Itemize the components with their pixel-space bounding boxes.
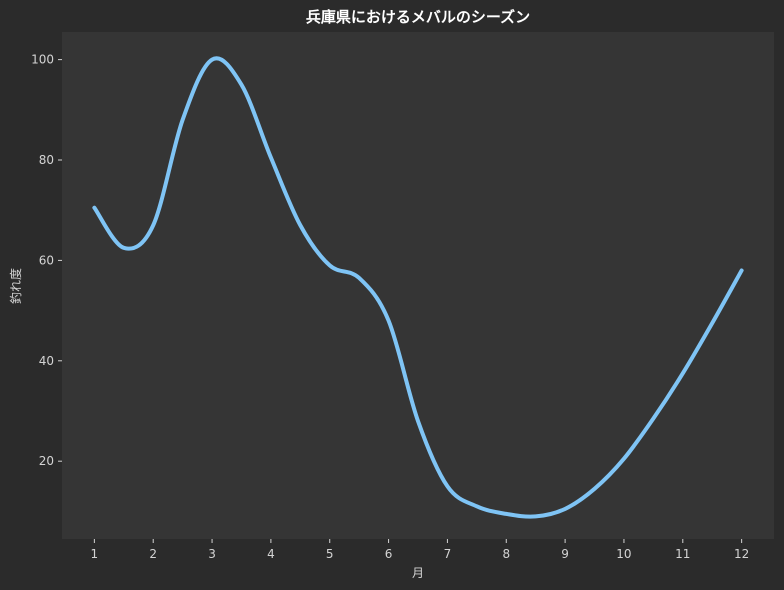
- plot-area: [62, 32, 774, 539]
- x-tick-label: 1: [91, 547, 99, 561]
- y-axis-label: 釣れ度: [8, 268, 23, 304]
- x-tick-label: 8: [502, 547, 510, 561]
- x-tick-label: 11: [675, 547, 690, 561]
- chart-title: 兵庫県におけるメバルのシーズン: [306, 8, 530, 26]
- y-tick-label: 100: [31, 53, 54, 67]
- x-tick-label: 4: [267, 547, 275, 561]
- x-tick-label: 6: [385, 547, 393, 561]
- x-tick-label: 2: [149, 547, 157, 561]
- x-tick-label: 3: [208, 547, 216, 561]
- x-axis-label: 月: [412, 566, 424, 580]
- x-tick-label: 10: [616, 547, 631, 561]
- y-tick-label: 40: [39, 354, 54, 368]
- x-tick-label: 5: [326, 547, 334, 561]
- y-tick-label: 60: [39, 253, 54, 267]
- series-line: [92, 56, 744, 519]
- x-axis: 1 2 3 4 5 6 7 8 9 10 11 12: [91, 539, 749, 561]
- y-tick-label: 80: [39, 153, 54, 167]
- y-tick-label: 20: [39, 454, 54, 468]
- series-layer: [92, 56, 744, 519]
- x-tick-label: 12: [734, 547, 749, 561]
- x-tick-label: 9: [561, 547, 569, 561]
- y-axis: 20 40 60 80 100: [31, 53, 62, 468]
- x-tick-label: 7: [444, 547, 452, 561]
